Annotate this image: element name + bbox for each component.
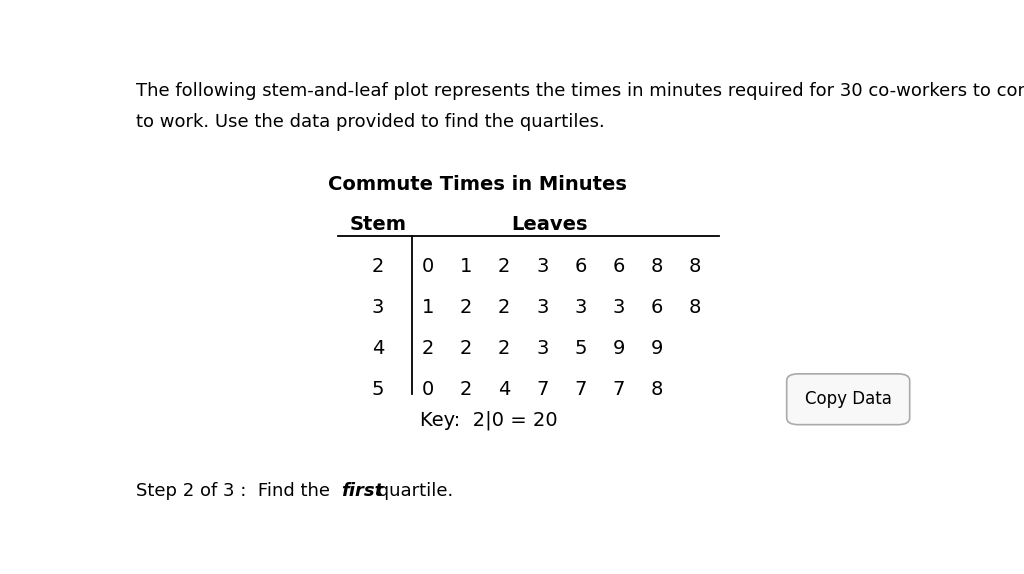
Text: 3: 3	[372, 298, 384, 317]
Text: 9: 9	[650, 339, 663, 358]
Text: 6: 6	[650, 298, 663, 317]
Text: 7: 7	[537, 380, 549, 399]
Text: 9: 9	[612, 339, 625, 358]
Text: 0: 0	[422, 380, 434, 399]
Text: 2: 2	[498, 298, 510, 317]
Text: Leaves: Leaves	[512, 215, 588, 234]
Text: 2: 2	[498, 257, 510, 276]
Text: Stem: Stem	[349, 215, 407, 234]
Text: 2: 2	[372, 257, 384, 276]
Text: 3: 3	[537, 298, 549, 317]
Text: 3: 3	[537, 339, 549, 358]
Text: 4: 4	[372, 339, 384, 358]
FancyBboxPatch shape	[786, 374, 909, 425]
Text: 8: 8	[650, 257, 663, 276]
Text: The following stem-and-leaf plot represents the times in minutes required for 30: The following stem-and-leaf plot represe…	[136, 82, 1024, 100]
Text: to work. Use the data provided to find the quartiles.: to work. Use the data provided to find t…	[136, 113, 605, 131]
Text: 2: 2	[460, 380, 472, 399]
Text: Step 2 of 3 :  Find the: Step 2 of 3 : Find the	[136, 482, 336, 500]
Text: 1: 1	[460, 257, 472, 276]
Text: 3: 3	[574, 298, 587, 317]
Text: 0: 0	[422, 257, 434, 276]
Text: 4: 4	[498, 380, 510, 399]
Text: 8: 8	[688, 298, 700, 317]
Text: Key:  2|0 = 20: Key: 2|0 = 20	[420, 411, 558, 430]
Text: Copy Data: Copy Data	[805, 390, 892, 408]
Text: 8: 8	[688, 257, 700, 276]
Text: 3: 3	[537, 257, 549, 276]
Text: 2: 2	[460, 298, 472, 317]
Text: 7: 7	[574, 380, 587, 399]
Text: 6: 6	[574, 257, 587, 276]
Text: 8: 8	[650, 380, 663, 399]
Text: 2: 2	[422, 339, 434, 358]
Text: 5: 5	[574, 339, 587, 358]
Text: 2: 2	[460, 339, 472, 358]
Text: 2: 2	[498, 339, 510, 358]
Text: 7: 7	[612, 380, 625, 399]
Text: 5: 5	[372, 380, 384, 399]
Text: first: first	[341, 482, 383, 500]
Text: 3: 3	[612, 298, 625, 317]
Text: 1: 1	[422, 298, 434, 317]
Text: quartile.: quartile.	[373, 482, 454, 500]
Text: 6: 6	[612, 257, 625, 276]
Text: Commute Times in Minutes: Commute Times in Minutes	[328, 175, 627, 194]
